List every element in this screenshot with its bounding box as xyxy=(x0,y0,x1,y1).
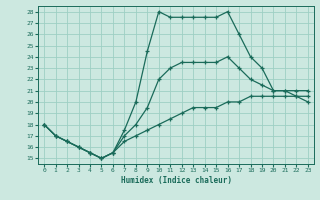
X-axis label: Humidex (Indice chaleur): Humidex (Indice chaleur) xyxy=(121,176,231,185)
